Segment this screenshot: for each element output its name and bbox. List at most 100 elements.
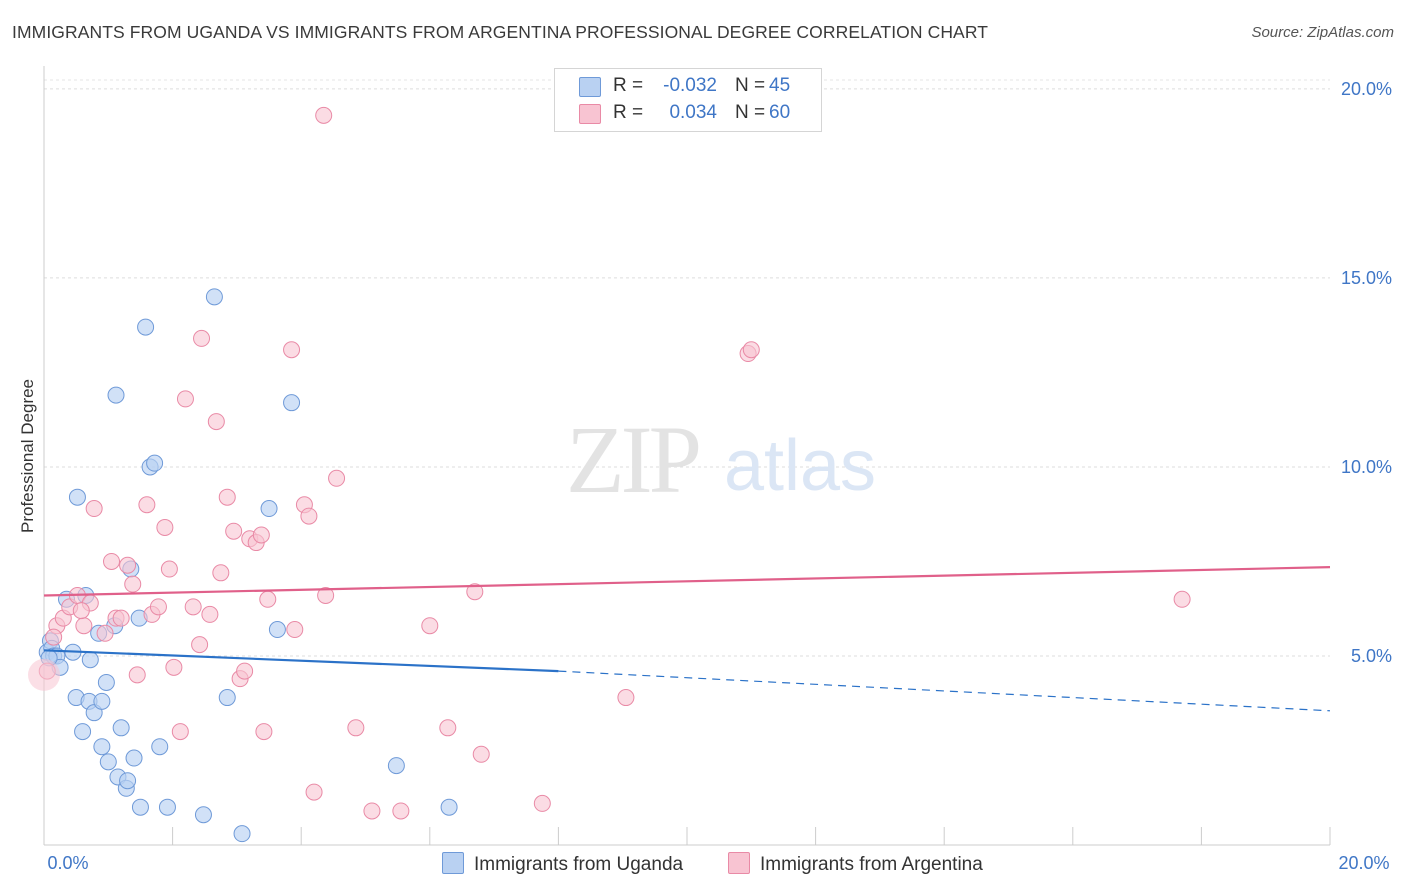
uganda-point-29 xyxy=(131,798,149,816)
uganda-point-41 xyxy=(283,394,301,412)
argentina-point-48 xyxy=(392,802,410,820)
uganda-r-value: -0.032 xyxy=(663,75,717,96)
bottom-legend-argentina: Immigrants from Argentina xyxy=(728,852,983,876)
argentina-point-59 xyxy=(72,602,90,620)
uganda-point-34 xyxy=(158,798,176,816)
argentina-point-47 xyxy=(363,802,381,820)
argentina-point-14 xyxy=(128,666,146,684)
chart-title: IMMIGRANTS FROM UGANDA VS IMMIGRANTS FRO… xyxy=(12,22,989,42)
argentina-point-18 xyxy=(156,518,174,536)
argentina-point-29 xyxy=(218,488,236,506)
argentina-point-23 xyxy=(184,598,202,616)
argentina-point-46 xyxy=(347,719,365,737)
argentina-n-label: N = xyxy=(735,102,766,123)
uganda-swatch xyxy=(579,77,601,97)
uganda-point-17 xyxy=(93,738,111,756)
tick-labels: 5.0% 10.0% 15.0% 20.0% 0.0% 20.0% xyxy=(47,79,1392,873)
argentina-point-37 xyxy=(259,590,277,608)
argentina-point-36 xyxy=(255,723,273,741)
series-argentina xyxy=(28,106,1191,820)
argentina-point-42 xyxy=(305,783,323,801)
grid-lines xyxy=(44,79,1330,657)
uganda-point-16 xyxy=(93,692,111,710)
uganda-point-21 xyxy=(107,386,125,404)
y-tick-label-3: 20.0% xyxy=(1341,79,1392,99)
uganda-point-18 xyxy=(97,673,115,691)
argentina-r-label: R = xyxy=(613,102,644,123)
argentina-point-56 xyxy=(742,341,760,359)
uganda-point-27 xyxy=(125,749,143,767)
argentina-point-11 xyxy=(112,609,130,627)
argentina-n-value: 60 xyxy=(769,102,791,123)
uganda-point-42 xyxy=(387,757,405,775)
argentina-point-27 xyxy=(207,413,225,431)
series-uganda xyxy=(38,288,458,843)
argentina-point-cluster xyxy=(28,658,60,691)
argentina-point-5 xyxy=(75,617,93,635)
source-label: Source: ZipAtlas.com xyxy=(1251,24,1394,41)
axes xyxy=(43,66,1331,846)
uganda-trend-solid xyxy=(43,649,559,673)
uganda-point-38 xyxy=(233,825,251,843)
x-tick-label-0: 0.0% xyxy=(47,853,88,873)
argentina-trend xyxy=(43,566,1331,597)
watermark-zip: ZIP xyxy=(566,406,699,513)
argentina-point-45 xyxy=(315,106,333,124)
argentina-point-44 xyxy=(328,469,346,487)
argentina-point-21 xyxy=(171,723,189,741)
argentina-point-58 xyxy=(45,628,63,646)
trend-lines xyxy=(43,566,1331,712)
uganda-point-32 xyxy=(146,454,164,472)
uganda-point-40 xyxy=(268,621,286,639)
bottom-legend-uganda: Immigrants from Uganda xyxy=(442,852,683,876)
uganda-point-9 xyxy=(68,488,86,506)
argentina-point-57 xyxy=(1173,590,1191,608)
argentina-point-53 xyxy=(533,794,551,812)
argentina-point-32 xyxy=(236,662,254,680)
uganda-point-30 xyxy=(137,318,155,336)
y-tick-label-0: 5.0% xyxy=(1351,646,1392,666)
argentina-legend-label: Immigrants from Argentina xyxy=(760,854,983,875)
argentina-legend-swatch xyxy=(728,852,750,874)
y-tick-label-1: 10.0% xyxy=(1341,457,1392,477)
uganda-point-37 xyxy=(218,689,236,707)
argentina-point-51 xyxy=(466,583,484,601)
argentina-point-30 xyxy=(225,522,243,540)
argentina-point-15 xyxy=(138,496,156,514)
argentina-point-28 xyxy=(212,564,230,582)
argentina-point-17 xyxy=(149,598,167,616)
x-tick-label-1: 20.0% xyxy=(1338,853,1389,873)
argentina-swatch xyxy=(579,104,601,124)
uganda-point-13 xyxy=(81,651,99,669)
uganda-point-43 xyxy=(440,798,458,816)
uganda-point-19 xyxy=(99,753,117,771)
argentina-point-19 xyxy=(160,560,178,578)
watermark-atlas: atlas xyxy=(724,426,876,506)
uganda-point-23 xyxy=(112,719,130,737)
y-tick-label-2: 15.0% xyxy=(1341,268,1392,288)
watermark: ZIP atlas xyxy=(566,406,876,513)
legend-row-uganda: R = -0.032 N = 45 xyxy=(555,74,821,100)
uganda-point-25 xyxy=(119,772,137,790)
argentina-point-20 xyxy=(165,658,183,676)
uganda-point-10 xyxy=(74,723,92,741)
argentina-point-12 xyxy=(119,556,137,574)
uganda-legend-label: Immigrants from Uganda xyxy=(474,854,684,875)
argentina-point-52 xyxy=(472,745,490,763)
argentina-r-value: 0.034 xyxy=(669,102,717,123)
argentina-point-7 xyxy=(85,500,103,518)
uganda-point-39 xyxy=(260,500,278,518)
argentina-point-54 xyxy=(617,689,635,707)
uganda-point-33 xyxy=(151,738,169,756)
argentina-point-43 xyxy=(317,586,335,604)
uganda-trend-dashed xyxy=(558,670,1331,712)
argentina-point-38 xyxy=(283,341,301,359)
uganda-n-label: N = xyxy=(735,75,766,96)
argentina-point-49 xyxy=(421,617,439,635)
argentina-point-26 xyxy=(201,605,219,623)
argentina-point-41 xyxy=(300,507,318,525)
correlation-legend: R = -0.032 N = 45 R = 0.034 N = 60 xyxy=(554,68,822,132)
argentina-point-22 xyxy=(176,390,194,408)
argentina-point-25 xyxy=(193,329,211,347)
